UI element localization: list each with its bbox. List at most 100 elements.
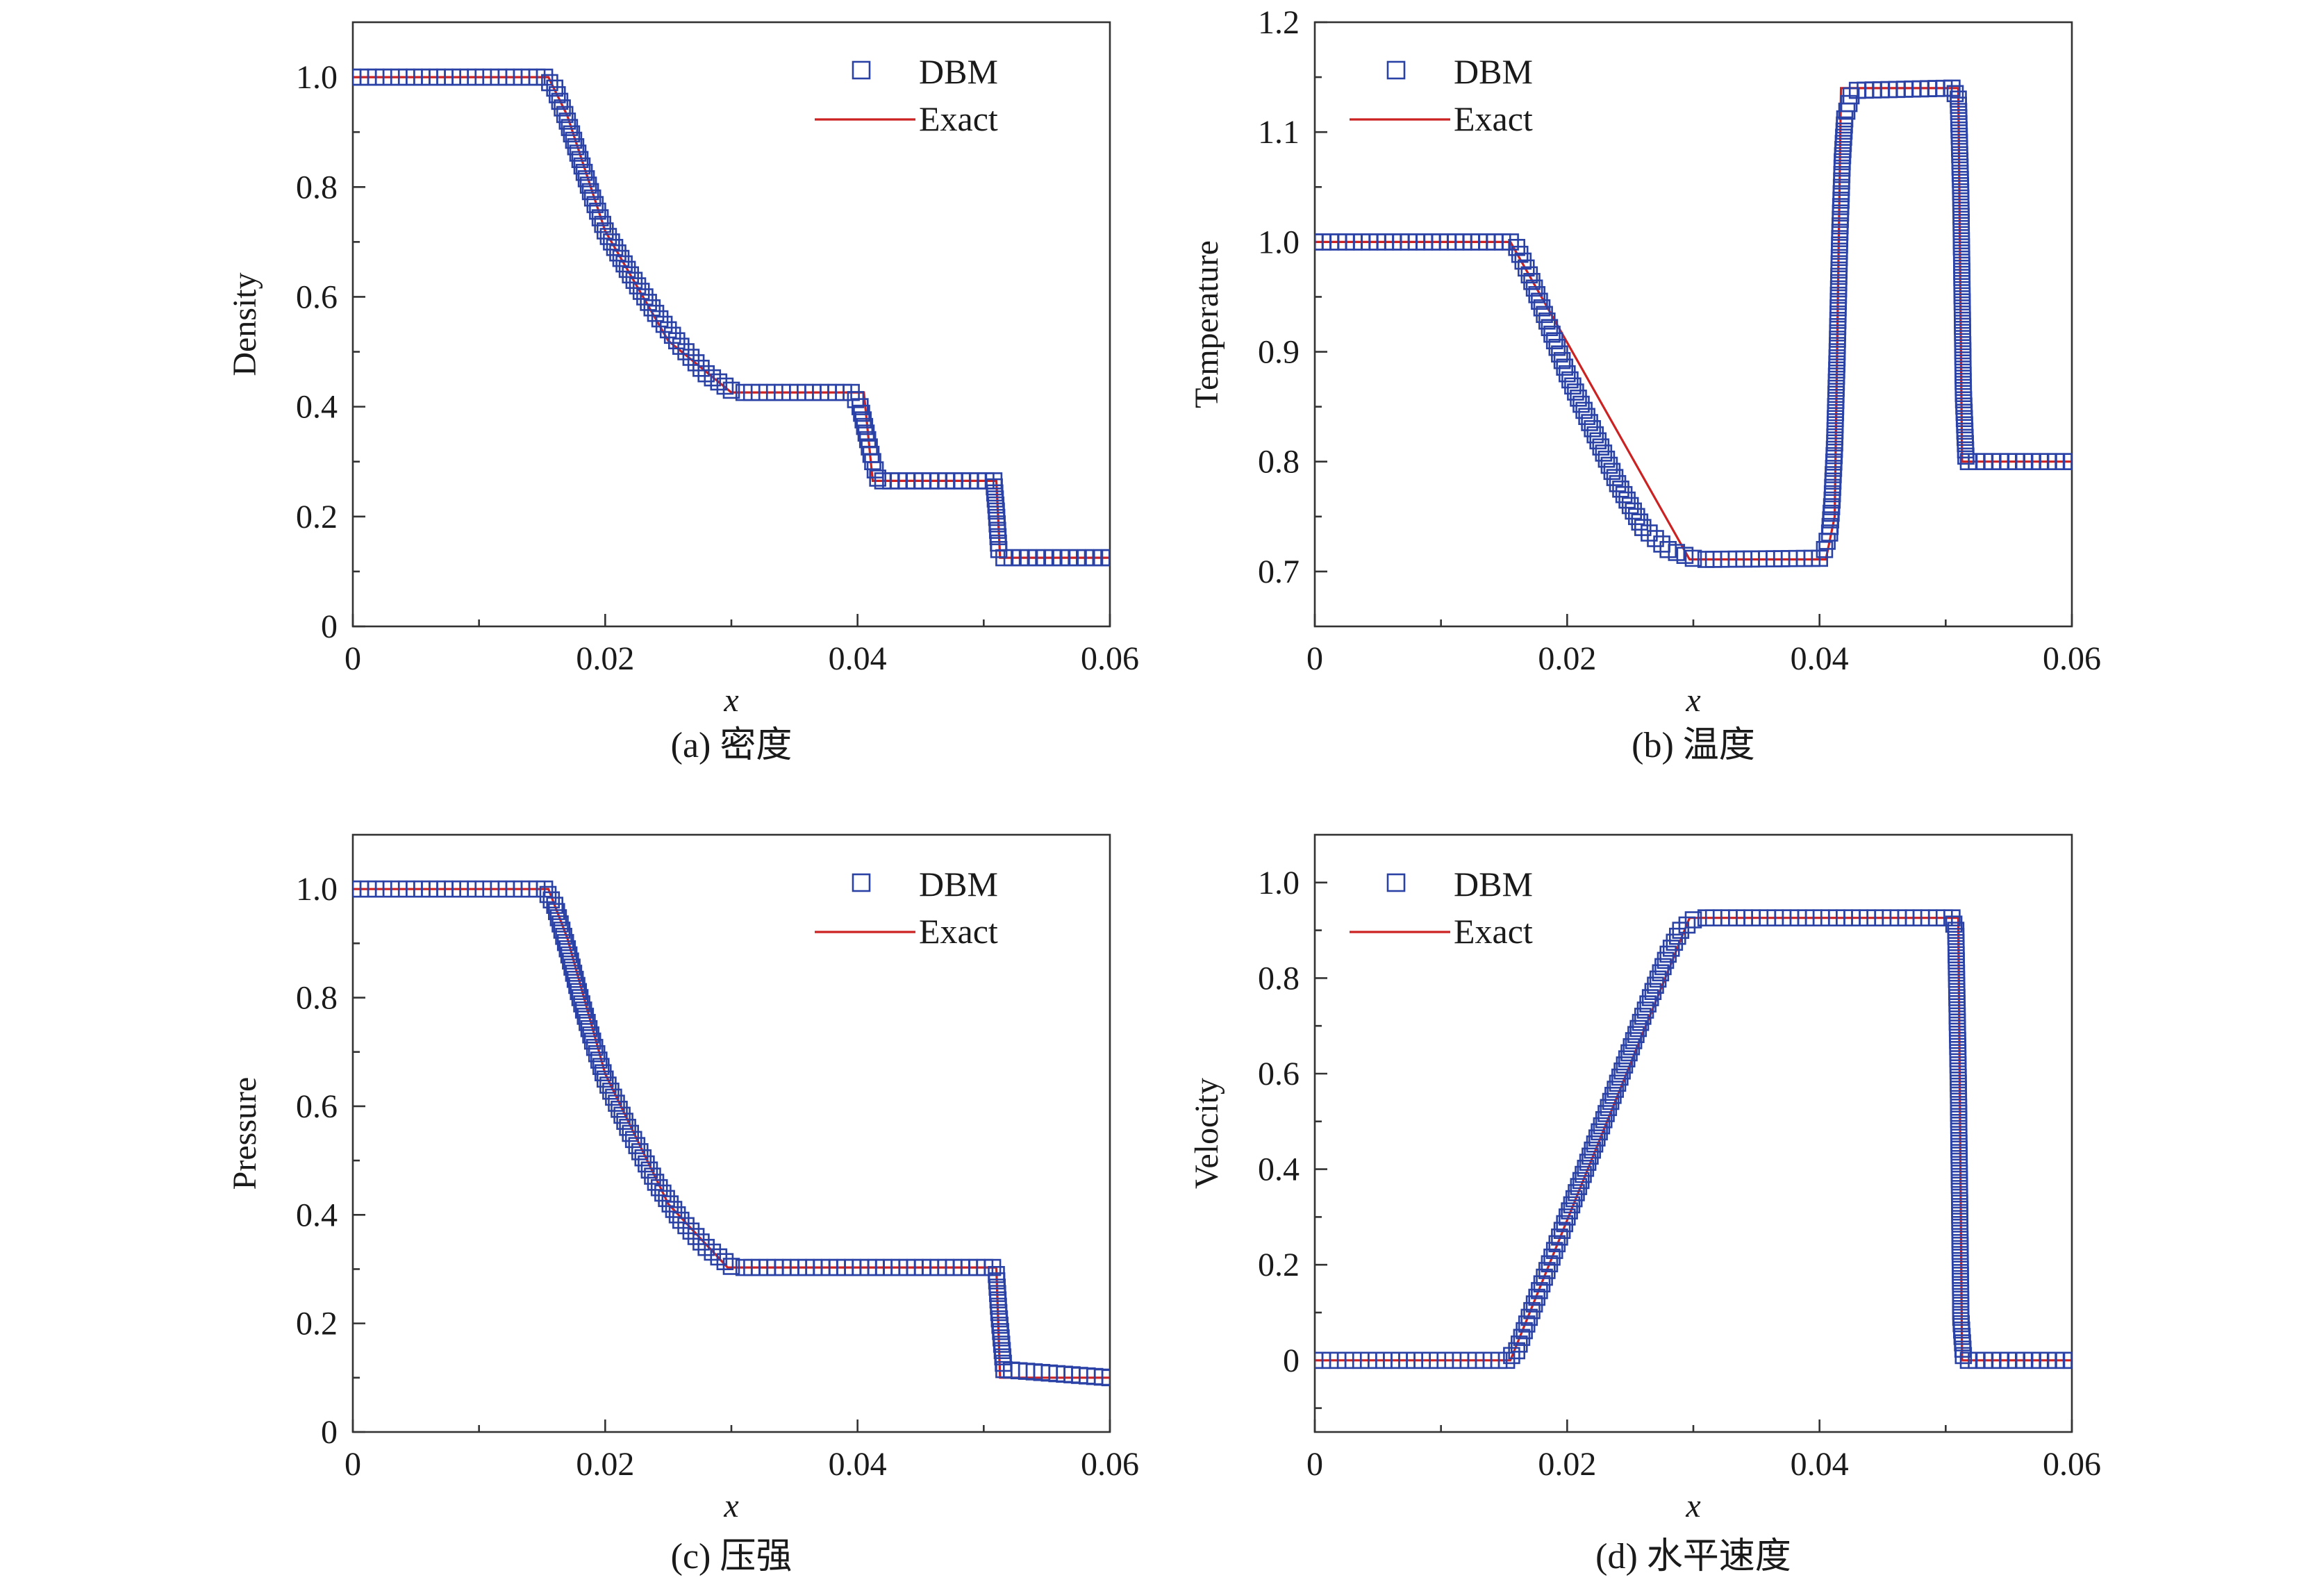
temperature-x-tick-label: 0 — [1306, 640, 1323, 677]
temperature-y-tick-label: 0.9 — [1258, 334, 1300, 371]
pressure-dbm-data-point — [562, 952, 579, 970]
pressure-dbm-data-point — [565, 965, 583, 982]
velocity-dbm-data-point — [1620, 1044, 1638, 1062]
velocity-dbm-data-point — [1602, 1092, 1620, 1110]
velocity-dbm-data-point — [1563, 1196, 1581, 1214]
temperature-dbm-data-point — [1641, 524, 1658, 542]
temperature-dbm-data-point — [1556, 358, 1573, 376]
temperature-dbm-data-point — [1523, 272, 1541, 290]
temperature-dbm-data-point — [1559, 365, 1576, 383]
pressure-x-tick-label: 0.04 — [829, 1446, 887, 1483]
velocity-dbm-data-point — [1629, 1019, 1647, 1038]
temperature-dbm-data-point — [1528, 285, 1545, 303]
pressure-y-tick-label: 0 — [321, 1414, 338, 1451]
pressure-dbm-data-point — [555, 928, 572, 945]
density-dbm-data-point — [571, 151, 589, 168]
density-dbm-data-point — [569, 144, 587, 162]
pressure-dbm-data-point — [599, 1076, 617, 1094]
temperature-dbm-data-point — [1957, 447, 1975, 465]
temperature-dbm-data-point — [1581, 414, 1598, 431]
temperature-dbm-data-point — [1946, 85, 1964, 103]
velocity-dbm-data-point — [1591, 1123, 1608, 1141]
pressure-dbm-data-point — [573, 995, 590, 1013]
velocity-dbm-data-point — [2063, 1351, 2072, 1369]
velocity-dbm-data-point — [1541, 1255, 1559, 1273]
density-dbm-data-point — [577, 170, 595, 188]
panel-temperature: 0 0.02 0.04 0.06 0.7 0.8 0.9 1.0 1.1 1.2 x Temperat… — [1188, 4, 2101, 765]
pressure-dbm-data-point — [631, 1143, 649, 1160]
density-dbm-data-point — [561, 119, 579, 136]
temperature-dbm-data-point — [1543, 325, 1561, 343]
pressure-dbm-data-point — [692, 1233, 710, 1251]
velocity-dbm-data-point — [1649, 970, 1667, 988]
temperature-y-tick-label: 1.0 — [1258, 224, 1300, 260]
temperature-dbm-data-point — [1618, 491, 1636, 509]
velocity-dbm-data-point — [1607, 1081, 1624, 1098]
density-dbm-data-point — [1101, 549, 1110, 567]
density-dbm-data-point — [615, 255, 633, 273]
temperature-dbm-data-point — [1684, 549, 1702, 567]
pressure-legend-dbm-label: DBM — [919, 865, 998, 904]
temperature-dbm-data-point — [1647, 530, 1664, 547]
pressure-dbm-data-point — [566, 970, 584, 988]
pressure-dbm-data-point — [722, 1258, 740, 1275]
velocity-y-tick-label: 0.4 — [1258, 1151, 1300, 1188]
velocity-dbm-data-point — [1950, 1165, 1968, 1182]
temperature-legend-dbm-marker — [1386, 60, 1406, 80]
pressure-legend-dbm-marker — [852, 873, 871, 892]
density-legend-exact-label: Exact — [919, 99, 998, 138]
velocity-dbm-data-point — [1950, 1170, 1968, 1188]
velocity-dbm-data-point — [1613, 1062, 1631, 1080]
velocity-dbm-data-point — [1954, 1347, 1973, 1365]
density-dbm-data-point — [594, 215, 612, 233]
density-dbm-data-point — [612, 249, 630, 267]
pressure-y-tick-label: 1.0 — [296, 871, 338, 908]
density-x-tick-label: 0.06 — [1081, 640, 1139, 677]
density-dbm-data-point — [687, 354, 705, 372]
pressure-dbm-data-point — [622, 1124, 640, 1142]
temperature-dbm-data-point — [1628, 508, 1645, 526]
velocity-dbm-data-point — [1579, 1154, 1597, 1171]
temperature-dbm-data-point — [1589, 432, 1607, 450]
pressure-dbm-data-point — [608, 1094, 625, 1112]
pressure-y-tick-label: 0.8 — [296, 980, 338, 1017]
velocity-dbm-data-point — [1511, 1335, 1528, 1353]
temperature-dbm-data-point — [1612, 480, 1629, 498]
velocity-dbm-data-point — [1672, 922, 1690, 939]
density-dbm-data-point — [596, 222, 614, 240]
temperature-dbm-data-point — [1525, 279, 1543, 297]
density-dbm-data-point — [551, 92, 569, 110]
pressure-exact-series-line — [353, 888, 1110, 1379]
temperature-y-axis-label: Temperature — [1188, 240, 1225, 408]
temperature-dbm-data-point — [1595, 444, 1613, 462]
density-dbm-data-point — [589, 202, 606, 220]
temperature-dbm-data-point — [1545, 332, 1563, 350]
velocity-dbm-data-point — [1611, 1068, 1629, 1086]
temperature-x-tick-label: 0.04 — [1791, 640, 1849, 677]
velocity-dbm-data-point — [1950, 1158, 1968, 1176]
temperature-dbm-data-point — [1502, 233, 1519, 251]
pressure-x-tick-label: 0.02 — [576, 1446, 634, 1483]
density-dbm-data-point — [575, 163, 593, 181]
panel-pressure: 0 0.02 0.04 0.06 0 0.2 0.4 0.6 0.8 1.0 x Pressure DB… — [226, 833, 1139, 1576]
velocity-dbm-data-point — [1523, 1301, 1541, 1319]
velocity-y-tick-label: 1.0 — [1258, 865, 1300, 901]
velocity-dbm-data-point — [1536, 1268, 1553, 1286]
pressure-dbm-data-point — [546, 897, 564, 914]
temperature-dbm-data-point — [1548, 338, 1566, 356]
velocity-dbm-data-point — [1678, 916, 1696, 934]
velocity-x-axis-label: x — [1685, 1488, 1700, 1524]
density-dbm-data-point — [677, 343, 695, 360]
temperature-dbm-data-point — [1586, 426, 1604, 444]
velocity-dbm-data-point — [1950, 1110, 1968, 1128]
temperature-x-axis-label: x — [1685, 682, 1700, 719]
velocity-dbm-data-point — [1647, 976, 1664, 994]
pressure-y-tick-label: 0.2 — [296, 1306, 338, 1342]
velocity-dbm-data-point — [1533, 1275, 1551, 1292]
density-dbm-data-point — [579, 176, 597, 194]
velocity-x-tick-label: 0.04 — [1791, 1446, 1849, 1483]
velocity-dbm-data-point — [1586, 1135, 1604, 1153]
density-x-axis-label: x — [723, 682, 738, 719]
temperature-y-tick-label: 0.7 — [1258, 553, 1300, 590]
